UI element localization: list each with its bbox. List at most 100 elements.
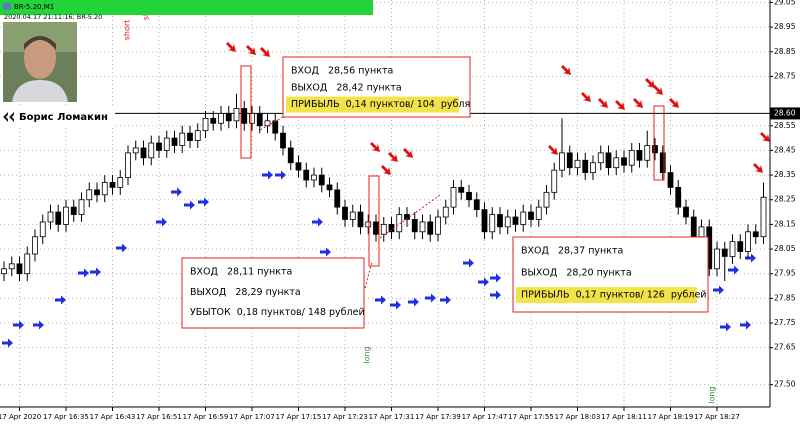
- y-tick-label: 27.65: [774, 343, 796, 352]
- x-tick-label: 17 Apr 16:51: [136, 413, 182, 421]
- annotation-line: ВХОД 28,37 пункта: [521, 246, 623, 257]
- sell-arrow: [388, 152, 398, 162]
- x-tick-label: 17 Apr 17:07: [229, 413, 275, 421]
- sell-arrow: [598, 98, 608, 108]
- candle-body: [698, 226, 705, 238]
- candle-body: [659, 152, 666, 174]
- candle-body: [264, 120, 271, 127]
- buy-arrow: [375, 295, 386, 305]
- y-tick-label: 28.35: [774, 170, 796, 179]
- author-icon: [3, 112, 14, 122]
- buy-arrow: [312, 217, 323, 227]
- candle-body: [535, 206, 542, 220]
- candle-body: [280, 132, 286, 149]
- x-tick-label: 17 Apr 17:23: [322, 413, 368, 421]
- candle-body: [132, 147, 139, 154]
- candle-body: [8, 263, 15, 270]
- candle-body: [574, 159, 581, 169]
- candle-body: [745, 231, 751, 252]
- connector: [364, 261, 373, 289]
- y-tick-label: 28.45: [774, 145, 796, 154]
- signal-label: long: [708, 386, 717, 403]
- buy-arrow: [2, 338, 13, 348]
- candle-body: [497, 214, 503, 228]
- candle-body: [101, 182, 108, 196]
- candle-body: [528, 211, 534, 220]
- highlight: [286, 96, 459, 113]
- y-tick-label: 28.55: [774, 121, 796, 130]
- candle-body: [621, 157, 627, 166]
- sell-arrow: [633, 98, 643, 108]
- candle-body: [373, 221, 379, 235]
- candle-body: [427, 221, 434, 235]
- x-tick-label: 17 Apr 17:31: [369, 413, 415, 421]
- y-tick-label: 28.25: [774, 195, 796, 204]
- candle-body: [605, 152, 612, 169]
- buy-arrow: [463, 258, 474, 268]
- candle-body: [225, 113, 232, 122]
- buy-arrow: [390, 300, 401, 310]
- buy-arrow: [275, 170, 286, 180]
- candle-body: [16, 263, 23, 275]
- candle-body: [342, 206, 348, 220]
- sell-arrow: [226, 42, 236, 52]
- candle-body: [94, 189, 100, 196]
- x-tick-label: 17 Apr 16:59: [183, 413, 229, 421]
- x-tick-label: 17 Apr 17:39: [415, 413, 461, 421]
- candle-body: [109, 182, 116, 188]
- buy-arrow: [262, 170, 273, 180]
- sell-arrow: [381, 165, 391, 175]
- annotation-line: ПРИБЫЛЬ 0,17 пунктов/ 126 рублей: [521, 290, 706, 301]
- y-tick-label: 28.75: [774, 71, 796, 80]
- candle-body: [318, 174, 325, 186]
- candle-body: [349, 211, 356, 220]
- candle-body: [435, 216, 441, 235]
- candle-body: [737, 241, 744, 252]
- candle-body: [241, 108, 248, 124]
- candle-body: [675, 187, 682, 208]
- candle-body: [613, 157, 620, 169]
- x-tick-label: 17 Apr 18:03: [555, 413, 601, 421]
- buy-arrow: [745, 253, 756, 263]
- annotation-box: [181, 257, 365, 329]
- candle-body: [365, 221, 372, 228]
- symbol: BR-5.20,M1: [14, 3, 54, 11]
- x-tick-label: 17 Apr 17:47: [462, 413, 508, 421]
- candle-body: [326, 184, 333, 191]
- candle-body: [683, 206, 689, 218]
- signal-label: long: [363, 346, 372, 363]
- candle-body: [63, 206, 69, 225]
- x-tick-label: 17 Apr 17:55: [508, 413, 554, 421]
- price-label-box: [770, 107, 800, 120]
- sell-arrow: [653, 85, 663, 95]
- candle-body: [543, 191, 550, 208]
- candle-body: [380, 223, 387, 235]
- buy-arrow: [490, 290, 501, 300]
- candle-body: [566, 152, 573, 169]
- candle-body: [473, 199, 480, 210]
- trade-marker: [368, 175, 380, 267]
- author-bg: [0, 107, 115, 127]
- y-tick-label: 28.05: [774, 244, 796, 253]
- buy-arrow: [713, 285, 724, 295]
- x-tick-label: 17 Apr 18:27: [694, 413, 740, 421]
- candle-body: [597, 152, 604, 164]
- candle-body: [32, 236, 38, 255]
- candle-body: [466, 191, 472, 201]
- candle-body: [628, 150, 635, 166]
- buy-arrow: [90, 267, 101, 277]
- sell-arrow: [260, 47, 270, 57]
- candle-body: [714, 248, 720, 270]
- candle-body: [256, 113, 263, 127]
- x-tick-label: 17 Apr 2020: [0, 413, 41, 421]
- candle-body: [287, 147, 294, 164]
- sell-arrow: [645, 78, 655, 88]
- candle-body: [202, 117, 209, 132]
- candle-body: [458, 187, 465, 193]
- trade-marker: [653, 105, 665, 181]
- author-name: Борис Ломакин: [19, 112, 108, 123]
- sell-arrow: [246, 45, 256, 55]
- candles: [1, 93, 767, 282]
- y-tick-label: 27.95: [774, 269, 796, 278]
- sell-arrow: [760, 132, 770, 142]
